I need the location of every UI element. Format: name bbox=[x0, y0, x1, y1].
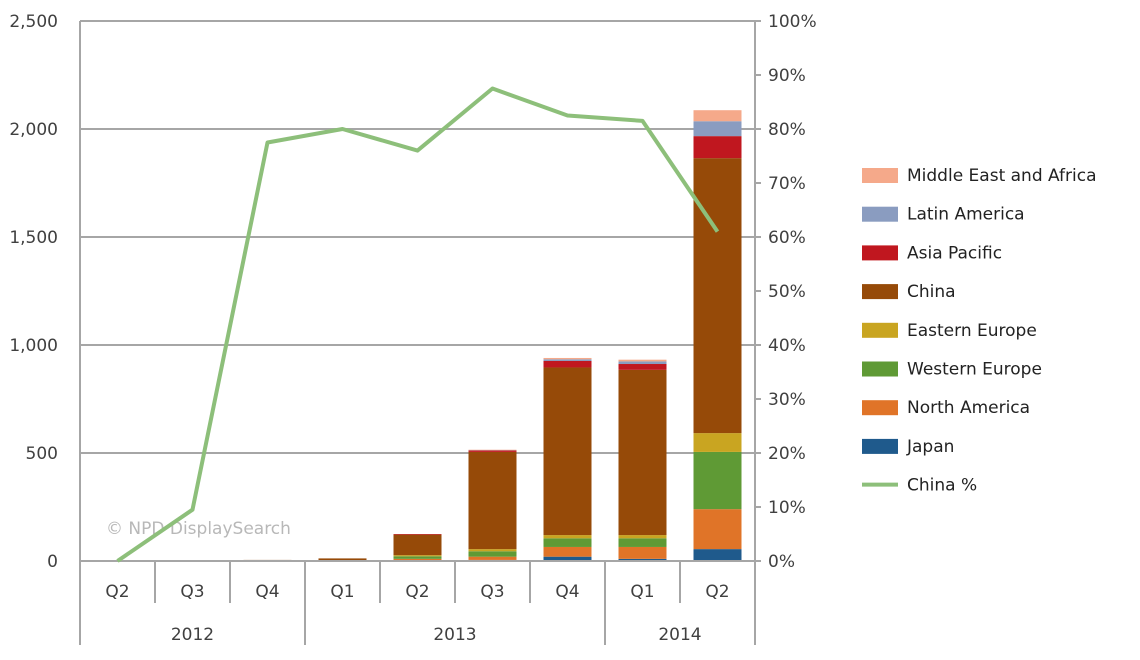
y2-tick-label: 20% bbox=[768, 444, 806, 464]
bar-segment-eastern-europe bbox=[618, 535, 667, 539]
y2-tick-label: 80% bbox=[768, 120, 806, 140]
legend-swatch bbox=[862, 245, 898, 261]
legend-swatch bbox=[862, 206, 898, 222]
bar-segment-north-america bbox=[618, 546, 667, 559]
bar-segment-middle-east-and-africa bbox=[543, 357, 592, 360]
bar-segment-western-europe bbox=[468, 551, 517, 557]
y2-tick-label: 30% bbox=[768, 390, 806, 410]
legend-label: Middle East and Africa bbox=[907, 166, 1097, 186]
bar-segment-north-america bbox=[393, 558, 442, 561]
bar-segment-china bbox=[318, 558, 367, 561]
bar-segment-asia-pacific bbox=[393, 534, 442, 535]
y2-tick-label: 70% bbox=[768, 174, 806, 194]
y-tick-label: 1,500 bbox=[9, 228, 58, 248]
x-tick-label: Q2 bbox=[105, 582, 129, 602]
legend-swatch bbox=[862, 284, 898, 300]
legend-label: Eastern Europe bbox=[907, 321, 1037, 341]
legend-swatch bbox=[862, 322, 898, 338]
bar-segment-north-america bbox=[693, 509, 742, 550]
x-tick-label: Q3 bbox=[180, 582, 204, 602]
y2-tick-label: 0% bbox=[768, 552, 795, 572]
y-tick-label: 500 bbox=[26, 444, 58, 464]
y2-tick-label: 100% bbox=[768, 12, 817, 32]
bar-segment-eastern-europe bbox=[393, 555, 442, 557]
y-tick-label: 2,500 bbox=[9, 12, 58, 32]
bar-segment-asia-pacific bbox=[618, 364, 667, 370]
bar-segment-middle-east-and-africa bbox=[468, 449, 517, 451]
watermark: © NPD DisplaySearch bbox=[106, 519, 291, 539]
bar-segment-middle-east-and-africa bbox=[693, 110, 742, 122]
bar-segment-china bbox=[618, 369, 667, 536]
y2-tick-label: 40% bbox=[768, 336, 806, 356]
x-tick-label: Q3 bbox=[480, 582, 504, 602]
bar-segment-eastern-europe bbox=[468, 549, 517, 552]
bar-segment-north-america bbox=[468, 556, 517, 560]
legend-label: North America bbox=[907, 398, 1030, 418]
x-tick-label: Q4 bbox=[555, 582, 579, 602]
bar-segment-western-europe bbox=[618, 538, 667, 547]
bar-segment-japan bbox=[618, 558, 667, 561]
legend-label: Japan bbox=[906, 437, 954, 457]
bar-segment-western-europe bbox=[693, 451, 742, 510]
y-tick-label: 2,000 bbox=[9, 120, 58, 140]
bar-segment-eastern-europe bbox=[693, 433, 742, 452]
y2-tick-label: 60% bbox=[768, 228, 806, 248]
bar-segment-china bbox=[543, 367, 592, 536]
x-tick-label: Q4 bbox=[255, 582, 279, 602]
y-tick-label: 0 bbox=[47, 552, 58, 572]
bar-segment-china bbox=[393, 534, 442, 556]
legend-label: Western Europe bbox=[907, 360, 1042, 380]
bar-segment-asia-pacific bbox=[468, 450, 517, 452]
legend-label: China % bbox=[907, 476, 977, 496]
y-tick-label: 1,000 bbox=[9, 336, 58, 356]
bar-segment-western-europe bbox=[393, 556, 442, 559]
bar-segment-latin-america bbox=[693, 121, 742, 137]
x-tick-label: Q2 bbox=[405, 582, 429, 602]
bar-segment-latin-america bbox=[618, 361, 667, 365]
year-label: 2013 bbox=[433, 625, 476, 645]
legend-label: Latin America bbox=[907, 205, 1025, 225]
y2-tick-label: 50% bbox=[768, 282, 806, 302]
bar-segment-western-europe bbox=[543, 538, 592, 547]
legend-label: Asia Pacific bbox=[907, 243, 1002, 263]
bar-segment-middle-east-and-africa bbox=[618, 359, 667, 362]
bar-segment-japan bbox=[693, 549, 742, 561]
x-tick-label: Q1 bbox=[330, 582, 354, 602]
legend-swatch bbox=[862, 168, 898, 183]
bar-segment-japan bbox=[543, 556, 592, 561]
x-tick-label: Q2 bbox=[705, 582, 729, 602]
bar-segment-china bbox=[693, 158, 742, 434]
legend-label: China bbox=[907, 282, 956, 302]
bar-segment-north-america bbox=[543, 546, 592, 557]
y2-tick-label: 90% bbox=[768, 66, 806, 86]
bar-segment-latin-america bbox=[543, 359, 592, 361]
legend-swatch bbox=[862, 438, 898, 454]
bar-segment-asia-pacific bbox=[693, 136, 742, 159]
bar-segment-eastern-europe bbox=[543, 535, 592, 539]
bar-segment-china bbox=[468, 451, 517, 550]
year-label: 2014 bbox=[658, 625, 701, 645]
y2-tick-label: 10% bbox=[768, 498, 806, 518]
bar-segment-asia-pacific bbox=[543, 360, 592, 368]
x-tick-label: Q1 bbox=[630, 582, 654, 602]
legend-swatch bbox=[862, 400, 898, 416]
legend-swatch bbox=[862, 361, 898, 377]
year-label: 2012 bbox=[171, 625, 214, 645]
